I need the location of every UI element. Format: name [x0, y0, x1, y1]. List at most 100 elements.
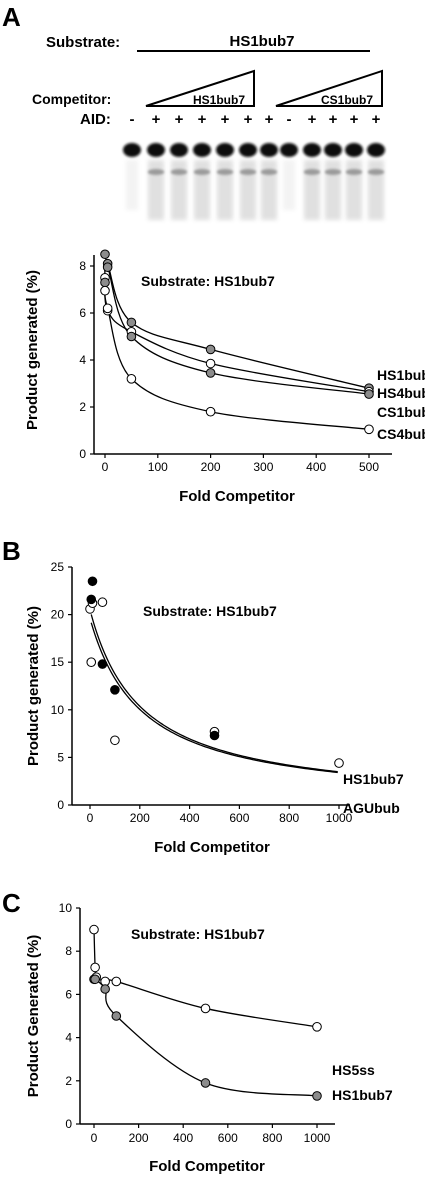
- fit-curve-b-1: [90, 614, 338, 773]
- gel-band-main: [239, 143, 257, 157]
- y-tick-label-b: 10: [51, 703, 65, 717]
- x-tick-label-c: 600: [218, 1131, 238, 1145]
- data-point-c-2: [312, 1091, 322, 1101]
- gel-lane-smear: [194, 160, 210, 220]
- y-tick-label-c: 8: [65, 944, 72, 958]
- aid-sign-lane-1: -: [130, 111, 135, 128]
- x-tick-label-a: 200: [201, 460, 221, 474]
- data-point-c-1: [312, 1022, 322, 1032]
- data-point-a-3: [364, 389, 374, 399]
- aid-sign-lane-12: +: [372, 111, 381, 128]
- data-point-a-4: [205, 406, 216, 417]
- x-tick-label-a: 500: [359, 460, 379, 474]
- data-point-c-1: [89, 924, 99, 935]
- data-point-b-1: [110, 735, 120, 746]
- aid-sign-lane-2: +: [152, 111, 161, 128]
- panel-b-letter: B: [2, 536, 21, 566]
- gel-aid-label: AID:: [80, 111, 111, 128]
- y-tick-label-c: 4: [65, 1031, 72, 1045]
- y-tick-label-b: 5: [57, 750, 64, 764]
- x-tick-label-b: 1000: [326, 811, 353, 825]
- gel-lane-smear: [304, 160, 320, 220]
- x-axis-label-c: Fold Competitor: [149, 1158, 265, 1175]
- series-label-a-1: HS1bub7: [377, 367, 425, 383]
- gel-lane-8: [280, 143, 298, 210]
- chart-annotation-b: Substrate: HS1bub7: [143, 603, 277, 619]
- data-point-c-2: [111, 1011, 122, 1021]
- y-axis-label-a: Product generated (%): [24, 270, 41, 430]
- chart-panel-c: 0 2 4 6 8 10 0 200 400 600 800 1000 Fold Competitor P…: [25, 901, 393, 1175]
- gel-lane-smear: [126, 160, 138, 210]
- x-tick-label-a: 100: [148, 460, 168, 474]
- series-line-a-4: [104, 290, 370, 430]
- data-point-b-2: [87, 576, 98, 587]
- aid-sign-lane-4: +: [198, 111, 207, 128]
- gel-image: [120, 129, 390, 229]
- x-tick-label-b: 600: [229, 811, 249, 825]
- series-label-b-1: HS1bub7: [343, 771, 404, 787]
- gel-band-main: [216, 143, 234, 157]
- gel-lane-smear: [148, 160, 164, 220]
- gel-lane-12: [367, 143, 385, 220]
- competitor-wedge-1: [145, 69, 255, 107]
- gel-lane-smear: [325, 160, 341, 220]
- panel-a-letter: A: [2, 2, 21, 32]
- gel-substrate-name: HS1bub7: [229, 33, 294, 50]
- y-tick-label-c: 6: [65, 987, 72, 1001]
- data-point-a-4: [364, 424, 374, 435]
- data-point-a-3: [100, 277, 110, 288]
- gel-lane-smear: [368, 160, 384, 220]
- aid-sign-lane-3: +: [175, 111, 184, 128]
- data-point-b-1: [97, 597, 108, 608]
- series-label-a-2: HS4bub9: [377, 385, 425, 401]
- data-point-a-3: [205, 368, 216, 378]
- series-label-c-2: HS1bub7: [332, 1087, 393, 1103]
- x-tick-label-c: 1000: [304, 1131, 331, 1145]
- data-point-b-2: [97, 659, 108, 669]
- aid-sign-lane-5: +: [221, 111, 230, 128]
- gel-lane-2: [147, 143, 165, 220]
- gel-band-main: [303, 143, 321, 157]
- y-tick-label-c: 0: [65, 1117, 72, 1131]
- aid-sign-lane-11: +: [350, 111, 359, 128]
- aid-sign-lane-10: +: [329, 111, 338, 128]
- chart-annotation-c: Substrate: HS1bub7: [131, 926, 265, 942]
- gel-substrate-label: Substrate:: [46, 34, 120, 51]
- gel-lane-smear: [261, 160, 277, 220]
- aid-sign-lane-7: +: [265, 111, 274, 128]
- x-tick-label-b: 0: [87, 811, 94, 825]
- data-point-a-3: [102, 262, 113, 272]
- gel-lane-4: [193, 143, 211, 220]
- data-point-b-1: [334, 758, 344, 768]
- gel-lane-smear: [171, 160, 187, 220]
- aid-sign-lane-8: -: [287, 111, 292, 128]
- series-label-a-3: CS1bub7: [377, 404, 425, 420]
- y-tick-label-b: 25: [51, 560, 65, 574]
- y-tick-label-a: 2: [79, 400, 86, 414]
- y-tick-label-b: 15: [51, 655, 65, 669]
- gel-band-main: [123, 143, 141, 157]
- gel-band-main: [280, 143, 298, 157]
- chart-panel-a: 0 2 4 6 8 0 100 200 300 400 500 Fold Competitor Prod…: [24, 249, 425, 505]
- gel-lane-7: [260, 143, 278, 220]
- series-line-a-2: [104, 277, 370, 393]
- y-tick-label-c: 10: [59, 901, 73, 915]
- data-point-a-4: [102, 303, 113, 314]
- aid-sign-lane-6: +: [244, 111, 253, 128]
- gel-band-main: [170, 143, 188, 157]
- data-point-a-2: [205, 358, 216, 369]
- x-tick-label-a: 300: [253, 460, 273, 474]
- data-point-c-1: [111, 976, 122, 987]
- gel-lane-smear: [346, 160, 362, 220]
- x-tick-label-b: 200: [130, 811, 150, 825]
- gel-band-main: [324, 143, 342, 157]
- x-tick-label-c: 0: [91, 1131, 98, 1145]
- aid-sign-lane-9: +: [308, 111, 317, 128]
- y-axis-label-c: Product Generated (%): [25, 935, 42, 1098]
- series-label-c-1: HS5ss: [332, 1062, 375, 1078]
- data-point-a-1: [126, 317, 137, 328]
- y-tick-label-a: 0: [79, 447, 86, 461]
- data-point-a-1: [205, 344, 216, 355]
- aid-lane-signs: - + + + + + + - + + + +: [130, 111, 381, 128]
- data-point-b-2: [110, 685, 120, 695]
